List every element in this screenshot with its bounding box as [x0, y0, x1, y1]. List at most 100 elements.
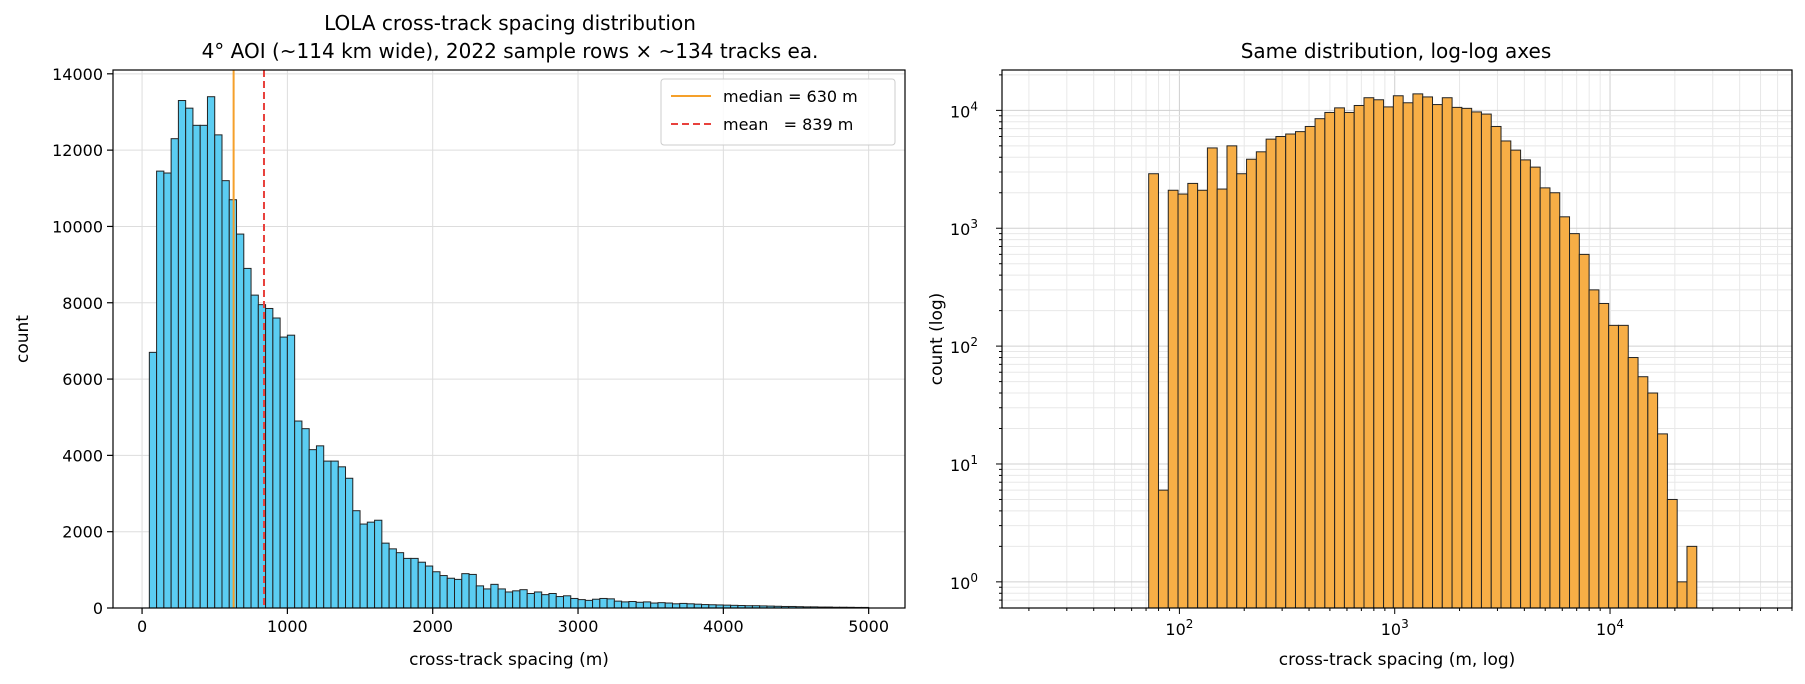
histogram-bar: [686, 603, 695, 609]
histogram-bar: [1187, 182, 1199, 609]
histogram-bar: [635, 601, 644, 609]
histogram-bar: [265, 307, 274, 609]
histogram-bar: [308, 449, 317, 609]
left-x-ticks: 0 1000 2000 3000 4000 5000: [137, 608, 889, 636]
histogram-bar: [1666, 498, 1678, 609]
histogram-bar: [1197, 189, 1208, 609]
histogram-bar: [417, 561, 426, 609]
histogram-bar: [592, 598, 601, 609]
right-y-ticks: 100 101 102 103 104: [950, 74, 1002, 609]
right-x-tick-label: 104: [1596, 617, 1624, 639]
histogram-bar: [301, 428, 310, 609]
histogram-bar: [483, 588, 492, 609]
histogram-bar: [1510, 149, 1522, 609]
left-reference-lines: [232, 70, 265, 608]
right-y-tick-label: 102: [950, 335, 978, 357]
left-y-tick-label: 14000: [52, 65, 103, 84]
histogram-bar: [1422, 96, 1434, 609]
histogram-bar: [621, 601, 630, 609]
histogram-bar: [548, 593, 557, 609]
histogram-bar: [294, 420, 303, 609]
histogram-bar: [410, 557, 419, 609]
histogram-bar: [1657, 433, 1668, 609]
histogram-bar: [570, 597, 579, 609]
histogram-bar: [1432, 104, 1443, 609]
histogram-bar: [359, 523, 368, 609]
left-y-axis-label: count: [13, 315, 33, 363]
histogram-bar: [606, 598, 615, 609]
histogram-bar: [1490, 125, 1502, 609]
histogram-bar: [366, 521, 376, 609]
histogram-bar: [1549, 192, 1561, 609]
histogram-bar: [330, 460, 339, 609]
histogram-bar: [221, 180, 230, 609]
histogram-bar: [1275, 136, 1287, 609]
right-bars: [1148, 93, 1698, 609]
histogram-bar: [1383, 106, 1394, 609]
histogram-bar: [664, 602, 673, 609]
histogram-bar: [657, 602, 666, 609]
histogram-bar: [1304, 125, 1316, 609]
histogram-bar: [628, 601, 637, 609]
histogram-bar: [315, 445, 325, 609]
histogram-bar: [446, 577, 456, 609]
right-title: Same distribution, log-log axes: [1241, 39, 1552, 63]
histogram-bar: [584, 599, 594, 609]
histogram-bar: [671, 603, 681, 609]
histogram-bar: [454, 578, 463, 609]
histogram-bar: [1617, 324, 1629, 609]
histogram-bar: [497, 588, 506, 609]
histogram-bar: [468, 573, 477, 609]
histogram-bar: [461, 573, 470, 609]
histogram-bar: [177, 100, 187, 609]
histogram-bar: [199, 124, 208, 609]
histogram-bar: [1363, 97, 1375, 609]
histogram-bar: [1451, 106, 1463, 609]
right-y-tick-label: 103: [950, 217, 978, 239]
histogram-bar: [1588, 289, 1600, 609]
histogram-bar: [1216, 188, 1228, 609]
histogram-bar: [323, 460, 332, 609]
histogram-bar: [286, 334, 296, 609]
histogram-bar: [562, 595, 572, 609]
left-x-tick-label: 1000: [267, 617, 308, 636]
histogram-bar: [533, 591, 543, 609]
histogram-bar: [1647, 392, 1659, 609]
left-y-tick-label: 12000: [52, 141, 103, 160]
histogram-bar: [345, 477, 354, 609]
histogram-bar: [206, 96, 216, 609]
histogram-bar: [475, 585, 485, 609]
histogram-bar: [337, 466, 347, 609]
histogram-bar: [1441, 97, 1453, 609]
left-y-tick-label: 2000: [62, 523, 103, 542]
histogram-bar: [279, 336, 288, 609]
histogram-bar: [650, 602, 659, 609]
right-axes-frame: [1001, 69, 1793, 609]
histogram-bar: [512, 590, 521, 609]
left-x-tick-label: 5000: [848, 617, 889, 636]
histogram-bar: [1559, 216, 1571, 609]
histogram-bar: [156, 170, 165, 609]
histogram-bar: [613, 600, 623, 609]
histogram-bar: [1294, 131, 1306, 609]
histogram-bar: [1520, 159, 1531, 609]
legend-median-label: median = 630 m: [723, 87, 858, 106]
histogram-bar: [679, 602, 688, 609]
histogram-bar: [642, 601, 652, 609]
histogram-bar: [163, 172, 172, 609]
histogram-bar: [1627, 357, 1639, 609]
histogram-bar: [432, 571, 441, 609]
histogram-bar: [185, 107, 194, 609]
histogram-bar: [1167, 189, 1179, 609]
histogram-bar: [1206, 147, 1218, 609]
left-x-axis-label: cross-track spacing (m): [409, 650, 609, 670]
left-y-ticks: 0 2000 4000 6000 8000 10000 12000 14000: [52, 65, 113, 618]
histogram-bar: [1177, 193, 1189, 609]
right-x-ticks: 102 103 104: [1028, 608, 1793, 639]
histogram-bar: [1353, 104, 1365, 609]
histogram-bar: [1569, 233, 1580, 609]
histogram-bar: [214, 134, 223, 609]
histogram-bar: [243, 267, 252, 609]
histogram-bar: [1343, 111, 1355, 609]
left-title-line2: 4° AOI (~114 km wide), 2022 sample rows …: [202, 39, 819, 63]
